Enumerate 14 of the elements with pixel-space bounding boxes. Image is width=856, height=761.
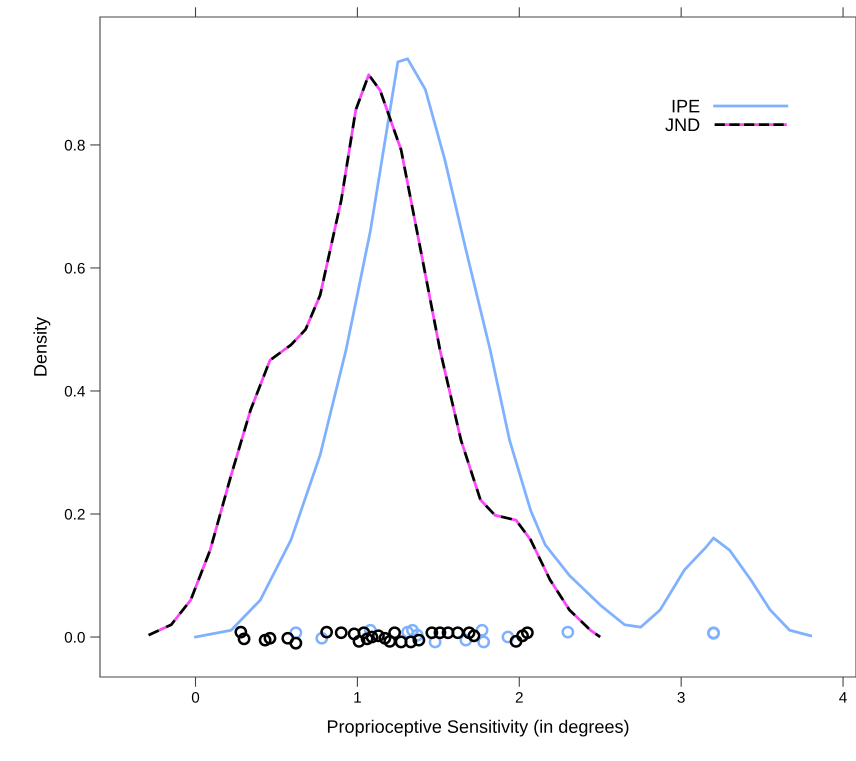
x-tick-label: 1 bbox=[354, 692, 361, 703]
x-tick-label: 4 bbox=[839, 692, 847, 703]
y-tick-label: 0.8 bbox=[64, 140, 85, 151]
y-tick-label: 0.0 bbox=[64, 632, 85, 643]
y-tick-label: 0.4 bbox=[64, 386, 85, 397]
y-tick-label: 0.6 bbox=[64, 262, 85, 274]
legend-label: IPE bbox=[672, 100, 700, 112]
x-tick-label: 2 bbox=[516, 692, 523, 703]
x-axis-title: Proprioceptive Sensitivity (in degrees) bbox=[328, 720, 628, 737]
x-tick-label: 3 bbox=[678, 692, 685, 703]
x-tick-label: 0 bbox=[192, 692, 200, 703]
legend-label: JND bbox=[665, 118, 700, 132]
y-tick-label: 0.2 bbox=[64, 508, 85, 520]
y-axis-title: Density bbox=[33, 316, 50, 376]
